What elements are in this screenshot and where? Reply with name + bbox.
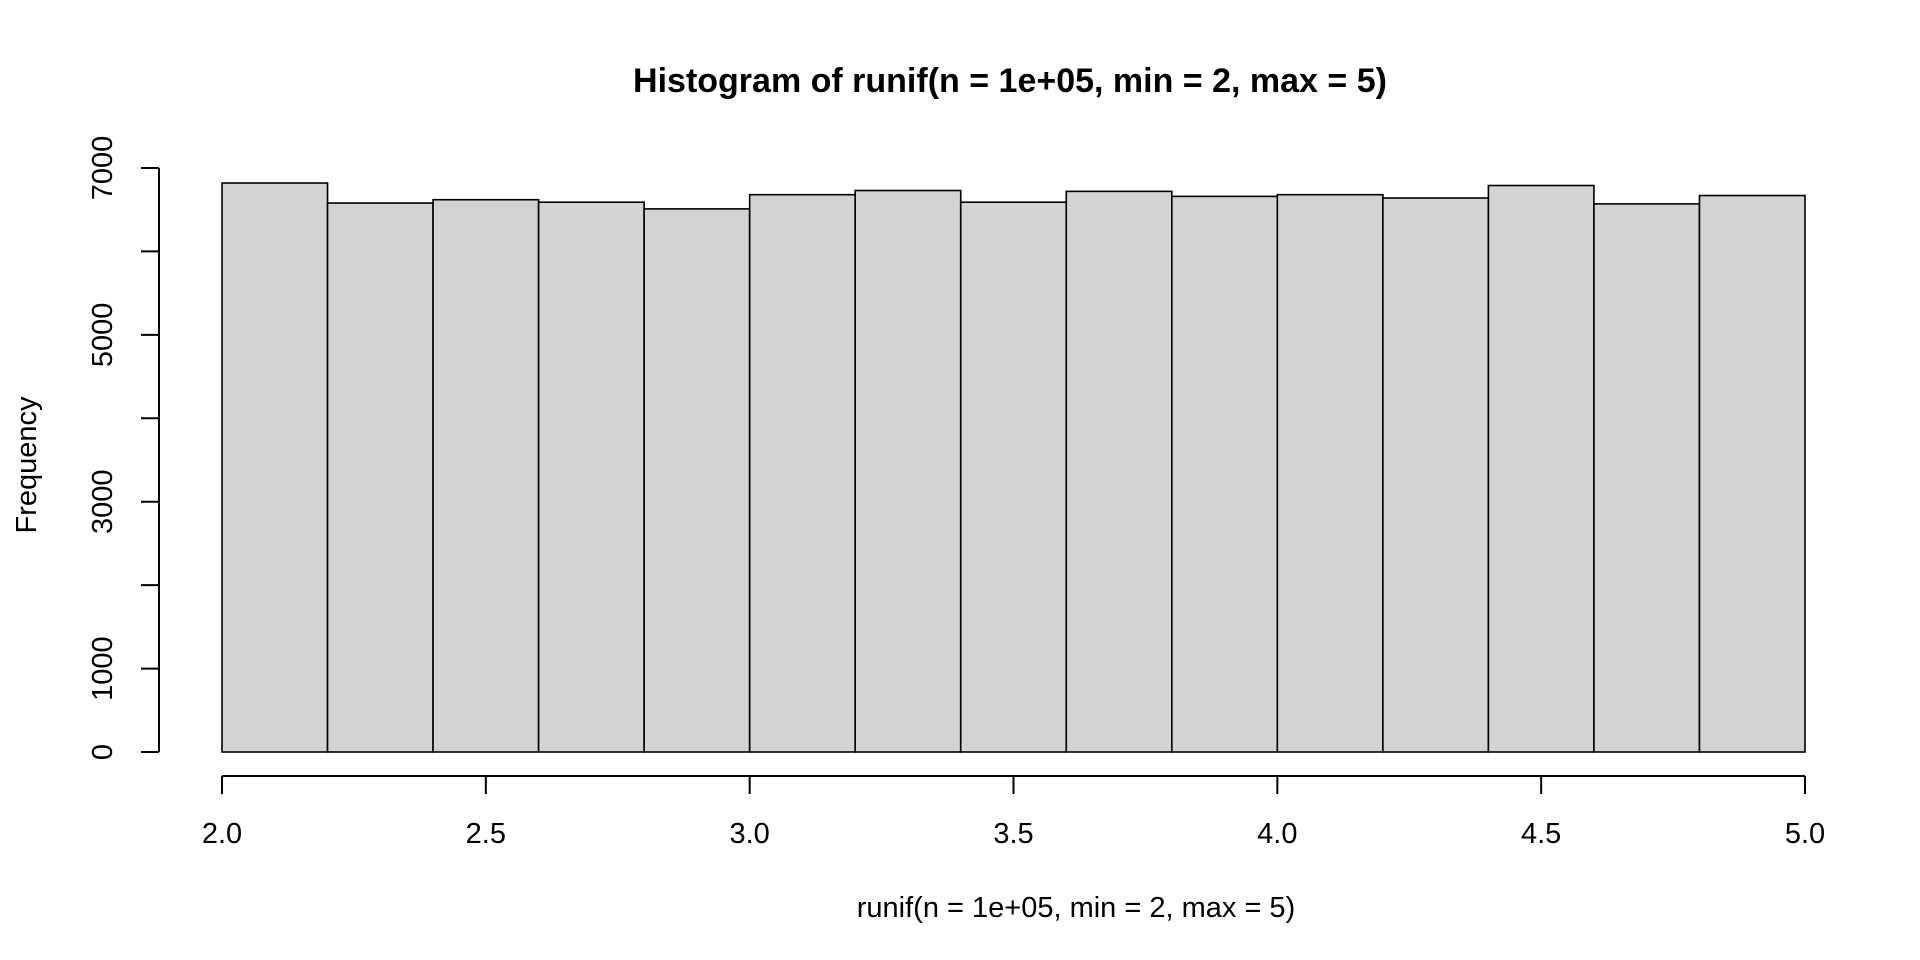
histogram-bar (1487, 184, 1595, 753)
histogram-bar (432, 198, 540, 753)
y-tick-label: 7000 (87, 136, 119, 201)
histogram-bar (959, 201, 1068, 753)
x-tick-label: 5.0 (1785, 818, 1825, 850)
histogram-bar (537, 201, 645, 753)
histogram-bar (1065, 190, 1173, 753)
y-axis-label: Frequency (11, 396, 43, 534)
histogram-bar (221, 182, 329, 753)
x-tick-label: 4.5 (1521, 818, 1561, 850)
bars-group (221, 182, 1806, 753)
histogram-bar (1698, 194, 1806, 753)
histogram-bar (1276, 193, 1384, 753)
y-tick-label: 3000 (87, 469, 119, 534)
histogram-bar (1382, 197, 1490, 753)
histogram-bar (748, 193, 857, 753)
x-axis: 2.0 2.5 3.0 3.5 4.0 4.5 5.0 (202, 775, 1825, 850)
histogram-bar (1593, 203, 1701, 753)
histogram-bar (1171, 195, 1279, 753)
x-tick-label: 2.0 (202, 818, 242, 850)
x-tick-label: 3.0 (730, 818, 770, 850)
histogram-bar (643, 208, 751, 753)
y-axis: 0 1000 3000 5000 7000 (87, 136, 160, 760)
y-tick-label: 5000 (87, 303, 119, 368)
y-tick-label: 1000 (87, 636, 119, 701)
histogram-bar (326, 202, 434, 753)
histogram-bar (854, 189, 962, 753)
y-tick-label: 0 (87, 744, 119, 760)
chart-title: Histogram of runif(n = 1e+05, min = 2, m… (633, 62, 1387, 100)
x-tick-label: 3.5 (993, 818, 1033, 850)
x-tick-label: 4.0 (1257, 818, 1297, 850)
x-tick-label: 2.5 (466, 818, 506, 850)
x-axis-label: runif(n = 1e+05, min = 2, max = 5) (857, 892, 1295, 924)
